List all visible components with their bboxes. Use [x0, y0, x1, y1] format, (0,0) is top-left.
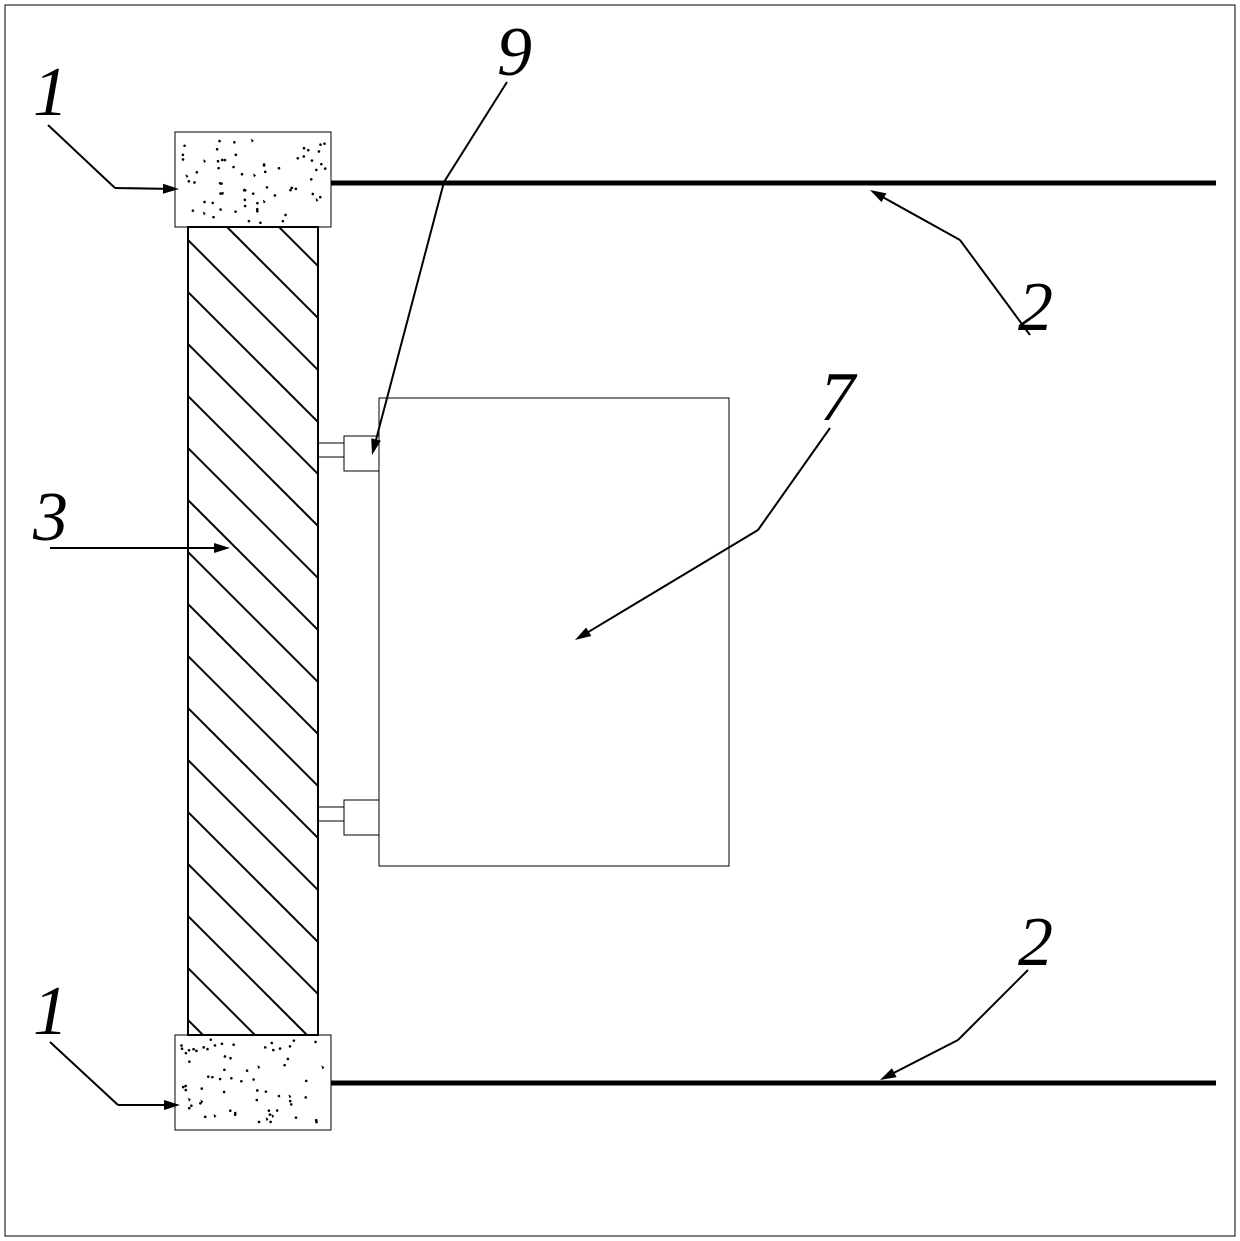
callout-2b: 2	[880, 904, 1053, 1080]
concrete-slab-bottom	[175, 1035, 331, 1130]
callout-1b-label: 1	[33, 973, 68, 1050]
callout-9-label: 9	[497, 14, 532, 91]
callout-2a: 2	[870, 190, 1053, 346]
callout-2a-label: 2	[1018, 269, 1053, 346]
callout-9: 9	[371, 14, 532, 455]
lug-bottom	[318, 800, 379, 835]
callout-3-label: 3	[32, 479, 68, 556]
lug-top	[318, 436, 379, 471]
concrete-slab-top	[175, 132, 331, 227]
callout-1b: 1	[33, 973, 180, 1110]
callout-7-label: 7	[820, 359, 858, 436]
component-box-7	[379, 398, 729, 866]
callout-2b-label: 2	[1018, 904, 1053, 981]
callout-1a: 1	[33, 54, 179, 194]
callout-1a-label: 1	[33, 54, 68, 131]
